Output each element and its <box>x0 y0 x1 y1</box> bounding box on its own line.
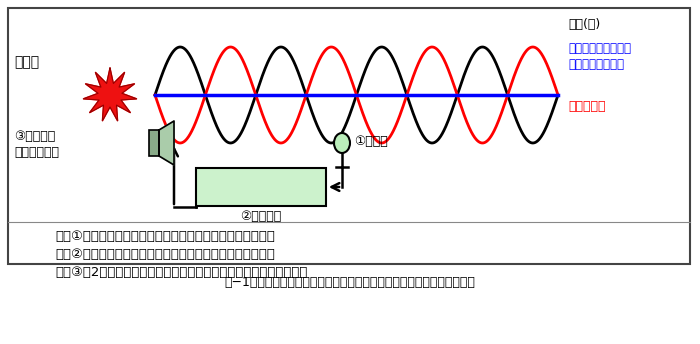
Polygon shape <box>159 121 174 165</box>
Text: 騒音源: 騒音源 <box>14 55 39 69</box>
Text: ①マイク: ①マイク <box>354 135 388 148</box>
Text: 手順③　2次音源（スピーカ）から逆位相の音を放射し、騒音を低減: 手順③ 2次音源（スピーカ）から逆位相の音を放射し、騒音を低減 <box>55 266 307 279</box>
Text: 重ね合わせた結果: 重ね合わせた結果 <box>568 58 624 71</box>
Text: ②制御装置: ②制御装置 <box>240 210 281 223</box>
Text: ③２次音源: ③２次音源 <box>14 130 55 143</box>
Text: 図−1　戸田式アクティブノイズコントロールによる騒音低減のイメージ: 図−1 戸田式アクティブノイズコントロールによる騒音低減のイメージ <box>225 276 475 289</box>
Bar <box>196 168 326 206</box>
Text: 騒音(波): 騒音(波) <box>568 18 601 31</box>
Text: 騒音と逆位相の音を: 騒音と逆位相の音を <box>568 42 631 55</box>
Text: 手順②　制御装置によって感知した騒音と逆位相の音を生成: 手順② 制御装置によって感知した騒音と逆位相の音を生成 <box>55 248 275 261</box>
Bar <box>149 130 159 156</box>
Polygon shape <box>83 68 136 121</box>
Bar <box>8 8 690 264</box>
Text: 逆位相の音: 逆位相の音 <box>568 100 606 113</box>
Ellipse shape <box>334 133 350 153</box>
Text: （スピーカ）: （スピーカ） <box>14 146 59 159</box>
Text: 手順①　騒音源の近側に設置したマイクによって騒音を感知: 手順① 騒音源の近側に設置したマイクによって騒音を感知 <box>55 230 275 243</box>
